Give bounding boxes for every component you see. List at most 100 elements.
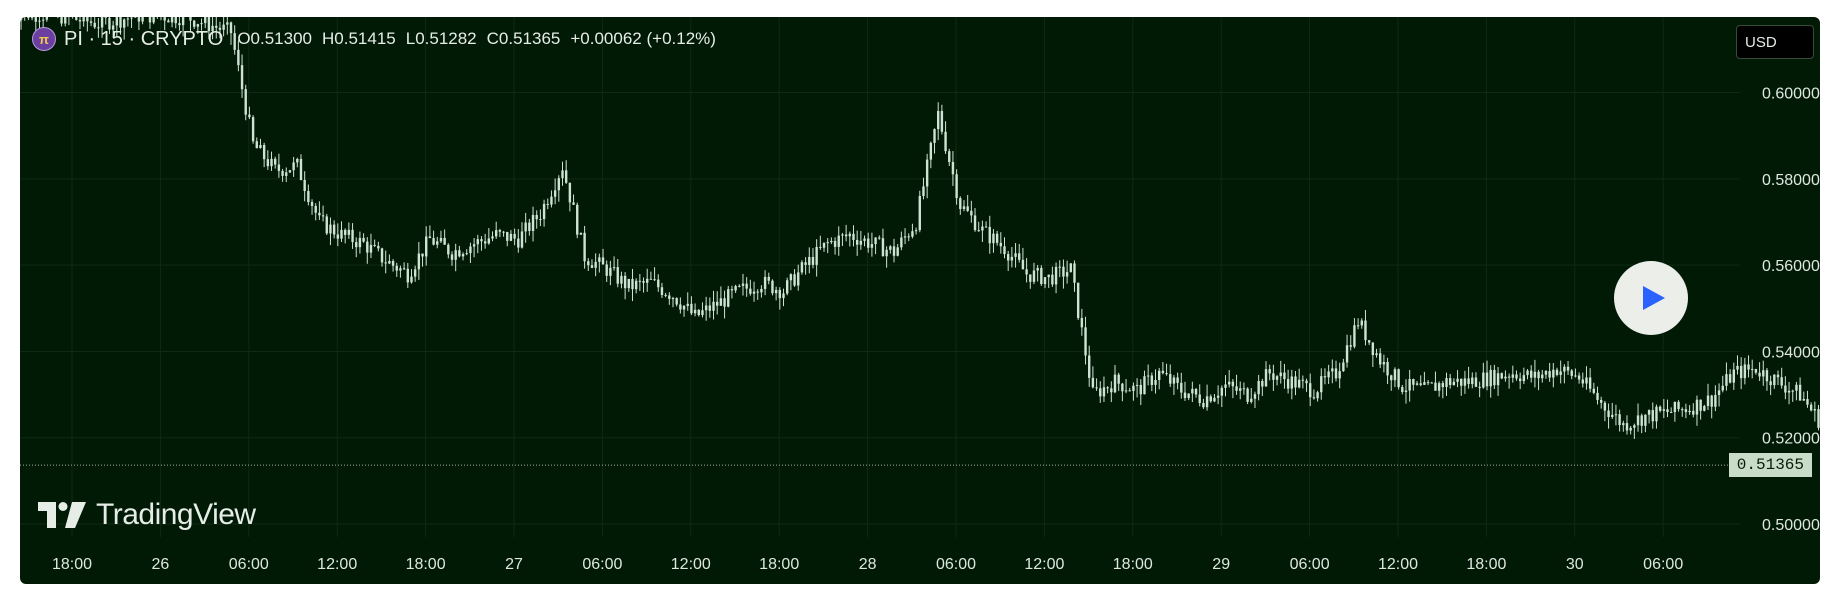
- candle-body: [557, 178, 561, 191]
- candle-body: [1076, 282, 1080, 318]
- candle-body: [837, 235, 840, 247]
- candle-body: [1401, 387, 1404, 393]
- candle-body: [27, 17, 30, 19]
- candle-body: [111, 25, 115, 30]
- candle-body: [815, 246, 818, 265]
- candle-body: [321, 215, 325, 217]
- candle-body: [738, 285, 741, 287]
- candle-body: [1150, 375, 1154, 385]
- candle-body: [517, 238, 520, 248]
- candle-body: [377, 245, 380, 249]
- candle-body: [1187, 393, 1190, 399]
- candle-body: [314, 205, 317, 213]
- candle-body: [542, 203, 546, 220]
- candle-body: [1268, 369, 1271, 374]
- candle-body: [240, 65, 244, 90]
- candle-body: [288, 170, 292, 173]
- candle-body: [874, 237, 877, 245]
- candle-body: [480, 239, 483, 242]
- candle-body: [1754, 368, 1758, 373]
- candle-body: [1294, 376, 1297, 388]
- candle-body: [587, 261, 590, 266]
- candle-body: [1629, 427, 1632, 431]
- y-tick-label: 0.58000: [1762, 172, 1820, 189]
- candle-body: [495, 230, 498, 237]
- candle-body: [1301, 379, 1305, 381]
- close-value: C0.51365: [486, 29, 561, 48]
- candle-body: [108, 17, 111, 30]
- candle-body: [244, 89, 247, 115]
- candle-body: [1703, 406, 1706, 411]
- chart-panel[interactable]: 0.60000 0.58000 0.56000 0.54000 0.52000 0.500…: [20, 17, 1820, 584]
- candle-body: [170, 17, 174, 23]
- candle-body: [671, 298, 675, 300]
- candle-body: [1312, 397, 1316, 399]
- candle-body: [1220, 387, 1224, 396]
- candle-body: [1194, 388, 1198, 395]
- candle-body: [1614, 414, 1618, 416]
- candle-body: [911, 231, 914, 237]
- candle-body: [535, 214, 538, 220]
- candle-body: [1699, 399, 1702, 411]
- candle-body: [189, 17, 192, 21]
- brand-name: TradingView: [96, 498, 256, 531]
- candle-body: [1106, 387, 1109, 389]
- candle-body: [1419, 383, 1422, 385]
- candle-body: [804, 262, 807, 265]
- candle-body: [126, 18, 130, 20]
- candle-body: [1482, 372, 1485, 388]
- candle-body: [1644, 414, 1647, 426]
- candle-body: [774, 289, 778, 294]
- candle-body: [1677, 401, 1680, 410]
- play-button[interactable]: [1614, 261, 1688, 335]
- candle-body: [483, 241, 487, 244]
- candle-body: [1552, 369, 1555, 378]
- candle-body: [1246, 388, 1249, 402]
- candle-body: [303, 180, 306, 192]
- candle-body: [1618, 414, 1621, 426]
- candle-body: [1242, 388, 1246, 390]
- candle-body: [878, 237, 881, 239]
- candle-body: [358, 237, 362, 248]
- open-value: O0.51300: [237, 29, 312, 48]
- candle-body: [1412, 378, 1415, 385]
- candle-body: [1029, 274, 1032, 282]
- candle-body: [785, 280, 789, 294]
- candle-body: [1585, 377, 1588, 384]
- candle-body: [1541, 374, 1544, 379]
- candle-body: [601, 257, 605, 265]
- candle-body: [78, 20, 82, 22]
- candle-body: [1666, 409, 1669, 413]
- candle-body: [1600, 399, 1603, 403]
- candle-body: [1658, 406, 1662, 411]
- candle-body: [1345, 345, 1349, 363]
- candle-body: [366, 241, 369, 253]
- candle-body: [716, 301, 719, 306]
- candle-body: [590, 265, 594, 268]
- symbol-name[interactable]: PI · 15 · CRYPTO: [64, 27, 224, 50]
- candle-body: [1379, 353, 1382, 365]
- candle-body: [1728, 374, 1732, 383]
- candle-body: [1511, 374, 1514, 378]
- tradingview-logo[interactable]: TradingView: [38, 498, 256, 532]
- currency-button[interactable]: USD: [1736, 25, 1814, 59]
- candle-body: [1747, 364, 1750, 370]
- candle-body: [546, 203, 549, 205]
- candle-body: [1743, 364, 1747, 379]
- candle-body: [461, 254, 465, 257]
- candle-body: [1769, 381, 1772, 386]
- candle-body: [509, 233, 513, 241]
- candle-body: [1655, 406, 1658, 422]
- chart-canvas[interactable]: 0.60000 0.58000 0.56000 0.54000 0.52000 0.500…: [20, 17, 1820, 584]
- candle-body: [215, 25, 218, 28]
- candle-body: [881, 238, 885, 257]
- candle-body: [1765, 370, 1769, 382]
- candle-body: [1139, 384, 1142, 395]
- candle-body: [1813, 409, 1817, 411]
- candle-body: [1261, 380, 1264, 387]
- candle-body: [657, 279, 660, 288]
- candle-body: [388, 261, 391, 264]
- candle-body: [1121, 383, 1124, 392]
- candle-body: [962, 206, 966, 210]
- candle-body: [406, 268, 409, 283]
